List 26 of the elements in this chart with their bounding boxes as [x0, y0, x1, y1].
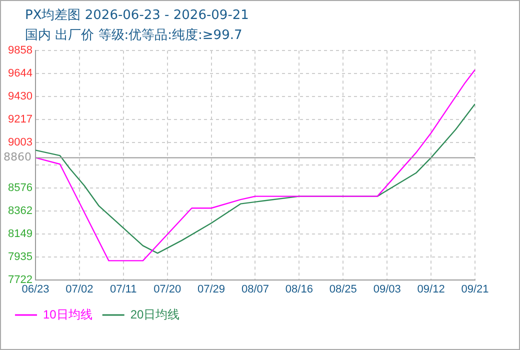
x-tick-label: 09/21	[461, 283, 489, 296]
x-tick-label: 07/20	[154, 283, 182, 296]
chart-title: PX均差图 2026-06-23 - 2026-09-21	[25, 7, 249, 24]
y-tick-label: 8149	[8, 228, 32, 240]
x-tick-label: 08/16	[285, 283, 313, 296]
x-tick-label: 09/12	[417, 283, 445, 296]
x-tick-label: 07/11	[110, 283, 137, 296]
x-tick-label: 09/03	[373, 283, 401, 296]
y-tick-label: 9003	[8, 136, 32, 148]
chart-subtitle: 国内 出厂价 等级:优等品:纯度:≥99.7	[25, 27, 242, 44]
ref-line-label: 8860	[3, 150, 32, 164]
x-tick-label: 07/29	[198, 283, 226, 296]
y-tick-label: 9858	[8, 44, 32, 57]
x-tick-label: 08/07	[241, 283, 269, 296]
x-tick-label: 08/25	[329, 283, 357, 296]
y-tick-label: 7722	[8, 274, 32, 286]
x-tick-label: 06/23	[22, 283, 50, 296]
y-tick-label: 9644	[8, 68, 32, 80]
y-tick-label: 7935	[8, 250, 32, 263]
legend-label: 10日均线	[43, 307, 92, 322]
y-tick-label: 9217	[8, 113, 32, 126]
y-tick-label: 9430	[8, 90, 32, 103]
y-tick-label: 8576	[8, 182, 32, 194]
y-tick-label: 8362	[8, 205, 32, 218]
legend-label: 20日均线	[130, 307, 180, 322]
x-tick-label: 07/02	[66, 283, 94, 296]
